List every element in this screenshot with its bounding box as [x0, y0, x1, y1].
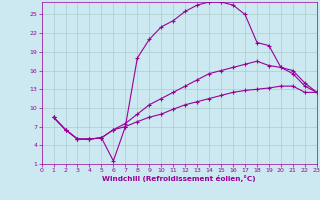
X-axis label: Windchill (Refroidissement éolien,°C): Windchill (Refroidissement éolien,°C)	[102, 175, 256, 182]
